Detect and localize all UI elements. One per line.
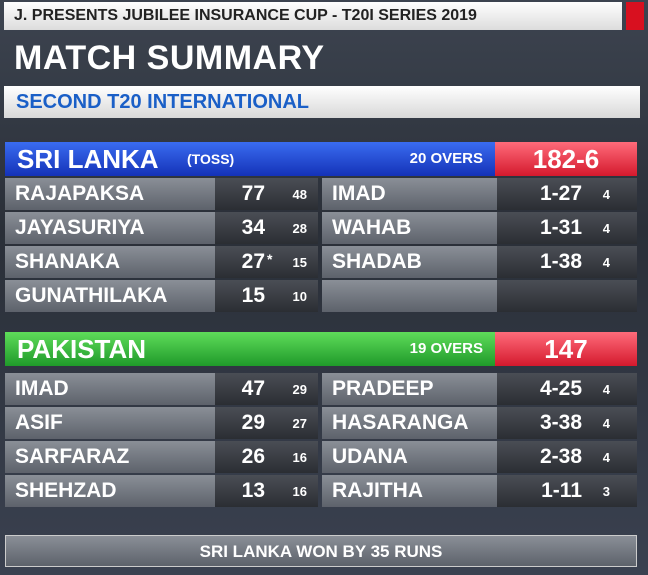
bowler-name: SHADAB [332, 250, 422, 273]
bowler-name: PRADEEP [332, 377, 434, 400]
batter-name: SARFARAZ [15, 445, 130, 468]
figures: 1-27 [539, 182, 582, 205]
batting-row: RAJAPAKSA 77 48 [5, 178, 318, 210]
runs-box [215, 178, 318, 210]
figures-box [497, 246, 637, 278]
bowler-overs: 4 [602, 221, 610, 236]
runs: 26 [241, 445, 265, 468]
subtitle: SECOND T20 INTERNATIONAL [4, 86, 640, 118]
bowler-name: IMAD [332, 182, 386, 205]
figures: 2-38 [539, 445, 582, 468]
runs: 29 [241, 411, 265, 434]
batting-row: JAYASURIYA 34 28 [5, 212, 318, 244]
bowling-row: PRADEEP 4-25 4 [322, 373, 637, 405]
bowler-name: UDANA [332, 445, 408, 468]
runs-box [215, 407, 318, 439]
figures-box [497, 475, 637, 507]
batter-name: SHANAKA [15, 250, 120, 273]
runs: 27 [241, 250, 265, 273]
bowler-name: RAJITHA [332, 479, 424, 502]
figures: 3-38 [539, 411, 582, 434]
balls: 27 [292, 416, 307, 431]
bowling-row: RAJITHA 1-11 3 [322, 475, 637, 507]
team-score: 147 [495, 332, 637, 366]
bowler-overs: 3 [602, 484, 610, 499]
not-out: * [267, 251, 273, 267]
bowler-overs: 4 [602, 416, 610, 431]
team-score: 182-6 [495, 142, 637, 176]
balls: 10 [292, 289, 307, 304]
runs: 34 [241, 216, 265, 239]
bowler-overs: 4 [602, 382, 610, 397]
batter-name: RAJAPAKSA [15, 182, 145, 205]
balls: 48 [292, 187, 307, 202]
team-header: PAKISTAN 19 OVERS [5, 332, 495, 366]
runs-box [215, 441, 318, 473]
batter-name: SHEHZAD [15, 479, 117, 502]
balls: 16 [292, 484, 307, 499]
batter-name: IMAD [15, 377, 69, 400]
batter-name: ASIF [15, 411, 63, 434]
batting-row: SHANAKA 27 * 15 [5, 246, 318, 278]
team-name: PAKISTAN [17, 334, 147, 364]
result: SRI LANKA WON BY 35 RUNS [5, 535, 637, 567]
runs: 77 [241, 182, 265, 205]
figures-box [497, 178, 637, 210]
balls: 29 [292, 382, 307, 397]
toss-marker: (TOSS) [187, 151, 235, 167]
bowler-name: WAHAB [332, 216, 412, 239]
bowler-overs: 4 [602, 187, 610, 202]
runs-box [215, 280, 318, 312]
bowling-row [322, 280, 637, 312]
team-name: SRI LANKA [17, 144, 159, 174]
figures-box [497, 373, 637, 405]
runs-box [215, 246, 318, 278]
bowler-overs: 4 [602, 450, 610, 465]
batting-row: SHEHZAD 13 16 [5, 475, 318, 507]
balls: 28 [292, 221, 307, 236]
runs: 15 [241, 284, 265, 307]
bowling-row: UDANA 2-38 4 [322, 441, 637, 473]
runs-box [215, 212, 318, 244]
bowler-name: HASARANGA [332, 411, 469, 434]
bowling-row: SHADAB 1-38 4 [322, 246, 637, 278]
bowling-row: IMAD 1-27 4 [322, 178, 637, 210]
series-banner: J. PRESENTS JUBILEE INSURANCE CUP - T20I… [4, 2, 622, 30]
balls: 16 [292, 450, 307, 465]
figures-box [497, 441, 637, 473]
batter-name: GUNATHILAKA [15, 284, 168, 307]
batter-name: JAYASURIYA [15, 216, 145, 239]
team-header: SRI LANKA (TOSS) 20 OVERS [5, 142, 495, 176]
runs: 47 [241, 377, 265, 400]
batting-row: IMAD 47 29 [5, 373, 318, 405]
title: MATCH SUMMARY [14, 39, 325, 77]
team-overs: 19 OVERS [409, 340, 483, 357]
figures: 1-11 [541, 479, 582, 502]
figures: 1-31 [539, 216, 582, 239]
team-overs: 20 OVERS [409, 150, 483, 167]
bowling-row: HASARANGA 3-38 4 [322, 407, 637, 439]
runs: 13 [241, 479, 265, 502]
batting-row: ASIF 29 27 [5, 407, 318, 439]
figures-box [497, 212, 637, 244]
figures: 1-38 [539, 250, 582, 273]
figures-box [497, 280, 637, 312]
bowler-overs: 4 [602, 255, 610, 270]
batting-row: SARFARAZ 26 16 [5, 441, 318, 473]
figures: 4-25 [539, 377, 582, 400]
figures-box [497, 407, 637, 439]
runs-box [215, 475, 318, 507]
balls: 15 [292, 255, 307, 270]
batting-row: GUNATHILAKA 15 10 [5, 280, 318, 312]
bowling-row: WAHAB 1-31 4 [322, 212, 637, 244]
banner-accent [626, 2, 644, 30]
runs-box [215, 373, 318, 405]
